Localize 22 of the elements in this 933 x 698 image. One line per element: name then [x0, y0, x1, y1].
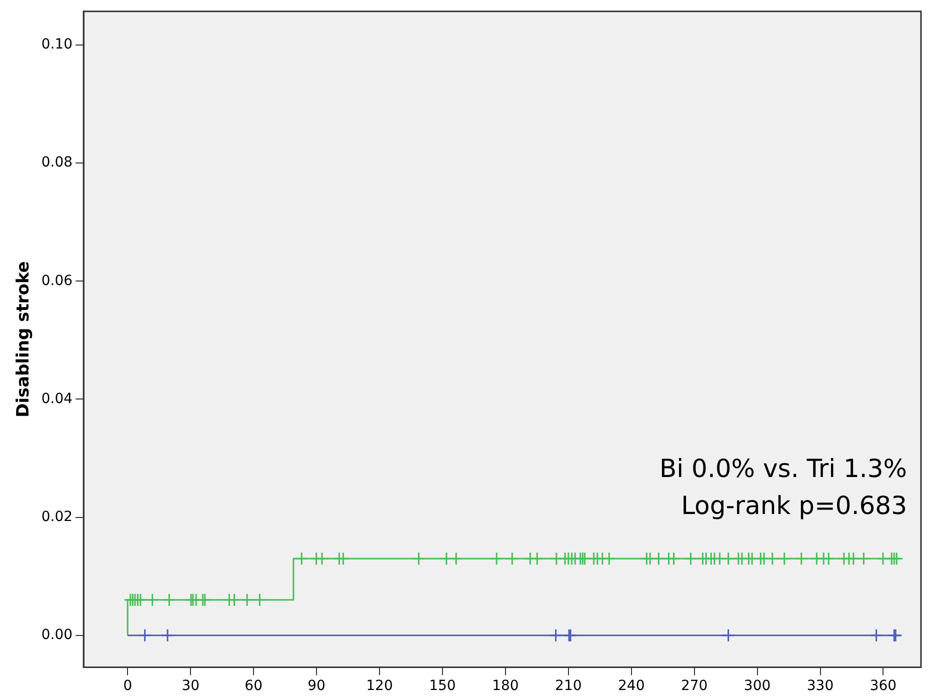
- x-tick-label: 90: [308, 678, 326, 694]
- x-tick-label: 150: [429, 678, 456, 694]
- x-tick-label: 60: [244, 678, 262, 694]
- y-axis-title: Disabling stroke: [14, 261, 34, 418]
- x-tick-label: 210: [555, 678, 582, 694]
- x-tick-label: 330: [806, 678, 834, 694]
- x-tick-label: 180: [492, 678, 519, 694]
- y-tick-label: 0.02: [41, 508, 73, 525]
- y-tick-label: 0.08: [41, 154, 73, 171]
- y-tick-label: 0.10: [41, 36, 73, 53]
- x-tick-label: 300: [744, 678, 771, 694]
- x-tick-label: 270: [680, 678, 708, 694]
- x-tick-label: 240: [618, 678, 645, 694]
- annotation: Bi 0.0% vs. Tri 1.3%: [660, 453, 907, 485]
- annotation: Log-rank p=0.683: [680, 490, 907, 522]
- y-tick-label: 0.04: [41, 390, 73, 407]
- x-tick-label: 360: [870, 678, 897, 694]
- x-tick-label: 120: [366, 678, 393, 694]
- x-tick-label: 0: [123, 678, 132, 694]
- y-tick-label: 0.00: [41, 626, 73, 643]
- y-tick-label: 0.06: [41, 272, 73, 289]
- x-tick-label: 30: [182, 678, 200, 694]
